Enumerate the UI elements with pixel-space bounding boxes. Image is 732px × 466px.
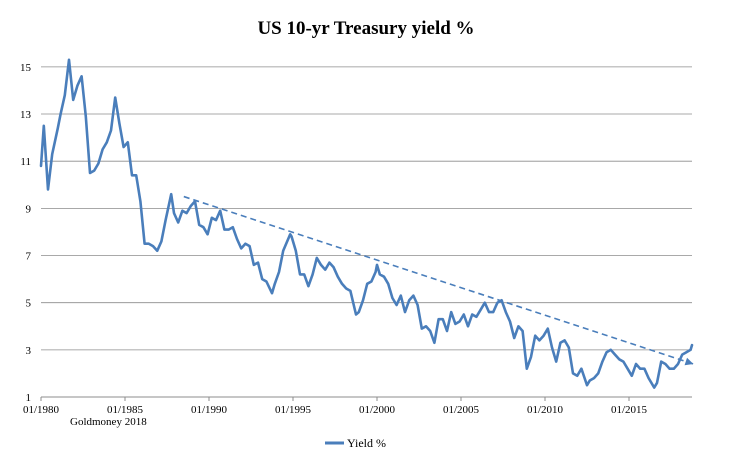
x-tick-label: 01/1980 bbox=[23, 404, 60, 416]
series-line-yield bbox=[39, 58, 694, 389]
y-tick-label: 9 bbox=[26, 203, 32, 215]
y-tick-label: 1 bbox=[26, 392, 32, 404]
x-tick-label: 01/1985 bbox=[107, 404, 144, 416]
x-tick-label: 01/2005 bbox=[443, 404, 480, 416]
trendline-arrowhead bbox=[684, 357, 694, 366]
y-tick-label: 11 bbox=[20, 156, 31, 168]
chart-title: US 10-yr Treasury yield % bbox=[257, 18, 474, 39]
y-tick-label: 3 bbox=[26, 345, 32, 357]
y-tick-label: 15 bbox=[20, 62, 32, 74]
x-tick-label: 01/1990 bbox=[191, 404, 228, 416]
x-tick-label: 01/2015 bbox=[611, 404, 648, 416]
series-layer bbox=[39, 58, 694, 389]
x-tick-label: 01/2010 bbox=[527, 404, 564, 416]
legend-label: Yield % bbox=[347, 436, 386, 450]
legend: Yield % bbox=[325, 436, 386, 450]
trendline-layer bbox=[183, 195, 694, 366]
x-tick-label: 01/2000 bbox=[359, 404, 396, 416]
gridlines bbox=[41, 66, 692, 351]
x-tick-label: 01/1995 bbox=[275, 404, 312, 416]
y-tick-label: 13 bbox=[20, 109, 32, 121]
trendline bbox=[183, 195, 694, 365]
y-tick-label: 7 bbox=[26, 251, 32, 263]
source-label: Goldmoney 2018 bbox=[70, 416, 147, 428]
y-tick-label: 5 bbox=[26, 298, 32, 310]
